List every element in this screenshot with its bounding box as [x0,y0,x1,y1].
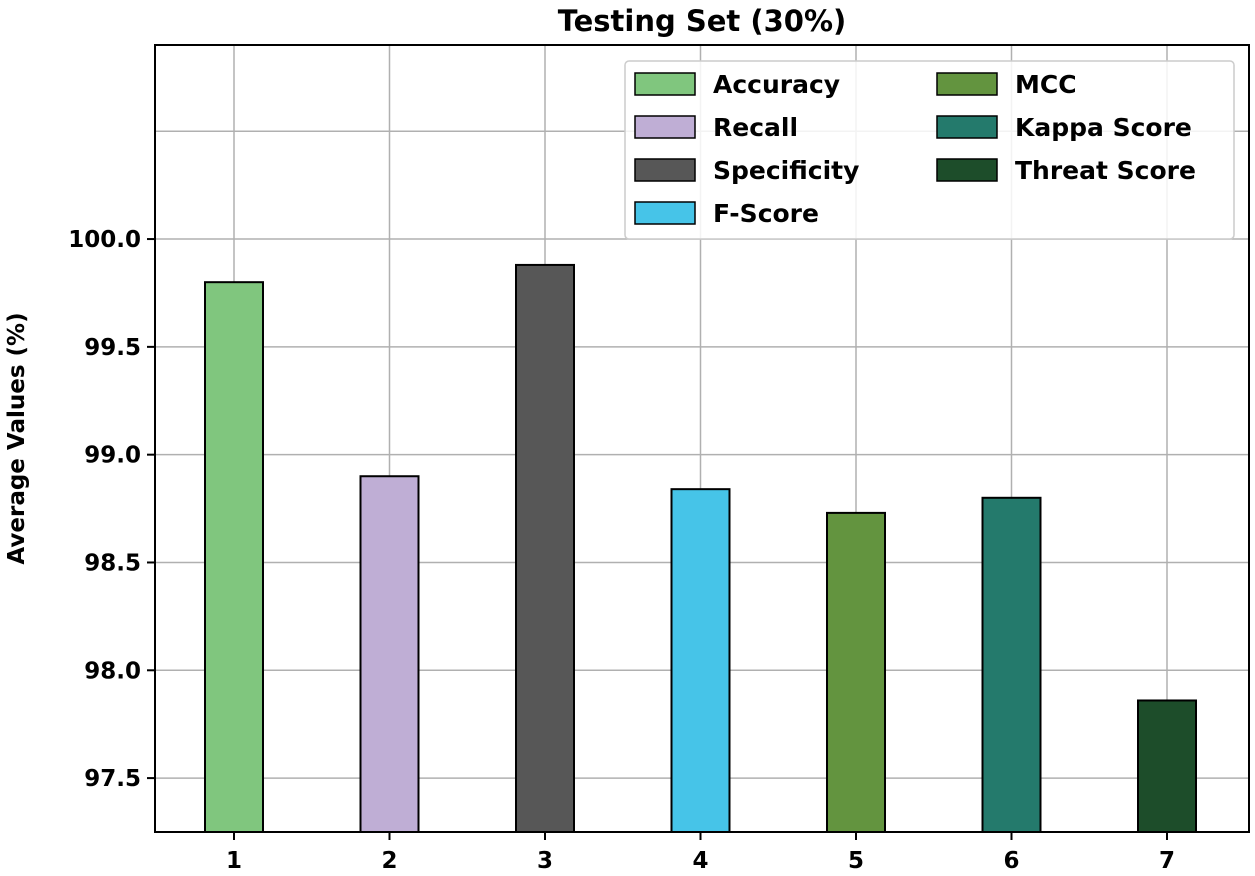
legend-label: F-Score [713,199,819,228]
bar-kappa-score [981,496,1042,833]
x-tick-label: 2 [381,848,397,874]
legend-swatch [936,115,998,139]
legend-label: Threat Score [1015,156,1196,185]
y-tick-label: 99.5 [84,335,141,361]
y-axis-label: Average Values (%) [4,312,30,564]
legend-swatch [634,72,696,96]
y-tick-label: 100.0 [68,227,141,253]
legend-label: Specificity [713,156,859,185]
legend-swatch [634,115,696,139]
bars [204,263,1197,834]
y-axis-ticks: 97.5 98.0 98.5 99.0 99.5 100.0 [68,227,155,792]
legend-label: Recall [713,113,798,142]
legend-swatch [634,158,696,182]
x-tick-label: 4 [692,848,708,874]
legend-label: Kappa Score [1015,113,1192,142]
x-tick-label: 1 [226,848,242,874]
y-tick-label: 98.5 [84,550,141,576]
legend-swatch [936,72,998,96]
legend-box [624,60,1235,240]
x-tick-label: 3 [537,848,553,874]
legend-swatch [634,201,696,225]
chart-title: Testing Set (30%) [558,4,847,38]
bar-accuracy [204,281,264,833]
y-tick-label: 98.0 [84,658,141,684]
bar-recall [359,475,420,833]
bar-mcc [826,511,886,834]
bar-specificity [515,263,575,833]
bar-f-score [670,488,731,833]
y-tick-label: 99.0 [84,443,141,469]
legend-label: Accuracy [713,70,840,99]
plot-frame [154,44,1250,833]
x-tick-label: 7 [1159,848,1175,874]
y-tick-label: 97.5 [84,766,141,792]
legend-label: MCC [1015,70,1077,99]
x-tick-label: 6 [1003,848,1019,874]
legend-swatch [936,158,998,182]
x-axis-ticks: 1 2 3 4 5 6 7 [226,832,1175,874]
bar-threat-score [1137,699,1197,834]
x-tick-label: 5 [848,848,864,874]
legend: Accuracy Recall Specificity F-Score MCC Kappa… [624,60,1235,240]
